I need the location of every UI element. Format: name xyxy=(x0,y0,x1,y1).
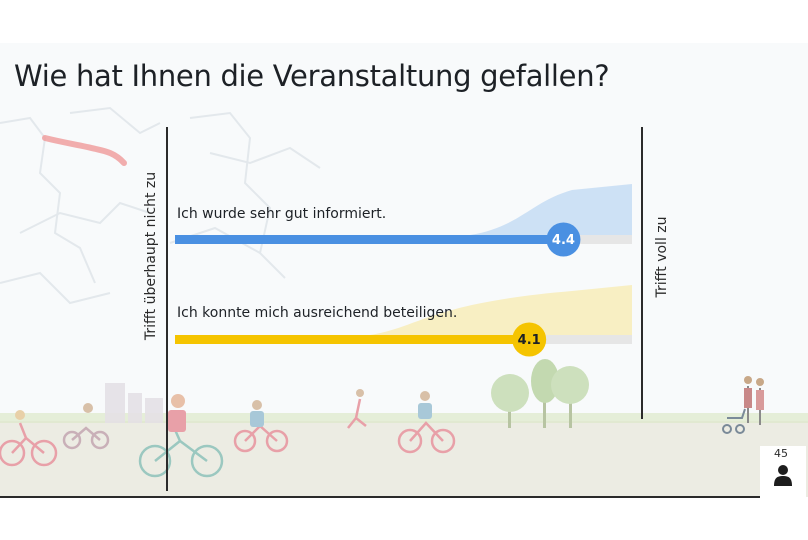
page-title: Wie hat Ihnen die Veranstaltung gefallen… xyxy=(14,59,610,93)
cyclist-illustration xyxy=(0,376,764,478)
value-label-2: 4.1 xyxy=(518,333,541,348)
ground xyxy=(0,421,808,497)
scale-right-label: Trifft voll zu xyxy=(654,216,670,298)
bar-1 xyxy=(175,235,564,244)
scale-left-label: Trifft überhaupt nicht zu xyxy=(143,172,159,341)
chart: Trifft überhaupt nicht zu Trifft voll zu… xyxy=(0,106,808,497)
city-map-illustration xyxy=(0,106,321,305)
tree-illustration xyxy=(491,359,589,428)
participant-count: 45 xyxy=(774,447,788,460)
category-label-1: Ich wurde sehr gut informiert. xyxy=(177,206,386,222)
category-label-2: Ich konnte mich ausreichend beteiligen. xyxy=(177,305,457,321)
person-icon xyxy=(774,465,792,486)
grass xyxy=(0,413,808,423)
buildings-illustration xyxy=(105,383,163,423)
route-line xyxy=(42,135,127,166)
distribution-area-1 xyxy=(470,184,632,235)
value-label-1: 4.4 xyxy=(552,233,575,248)
value-marker-2 xyxy=(512,322,547,357)
participant-counter: 45 xyxy=(760,446,806,497)
slide: Trifft überhaupt nicht zu Trifft voll zu… xyxy=(0,43,808,497)
bottom-rule xyxy=(0,496,760,498)
distribution-area-2 xyxy=(370,285,632,335)
value-marker-1 xyxy=(546,222,581,257)
bar-2 xyxy=(175,335,530,344)
